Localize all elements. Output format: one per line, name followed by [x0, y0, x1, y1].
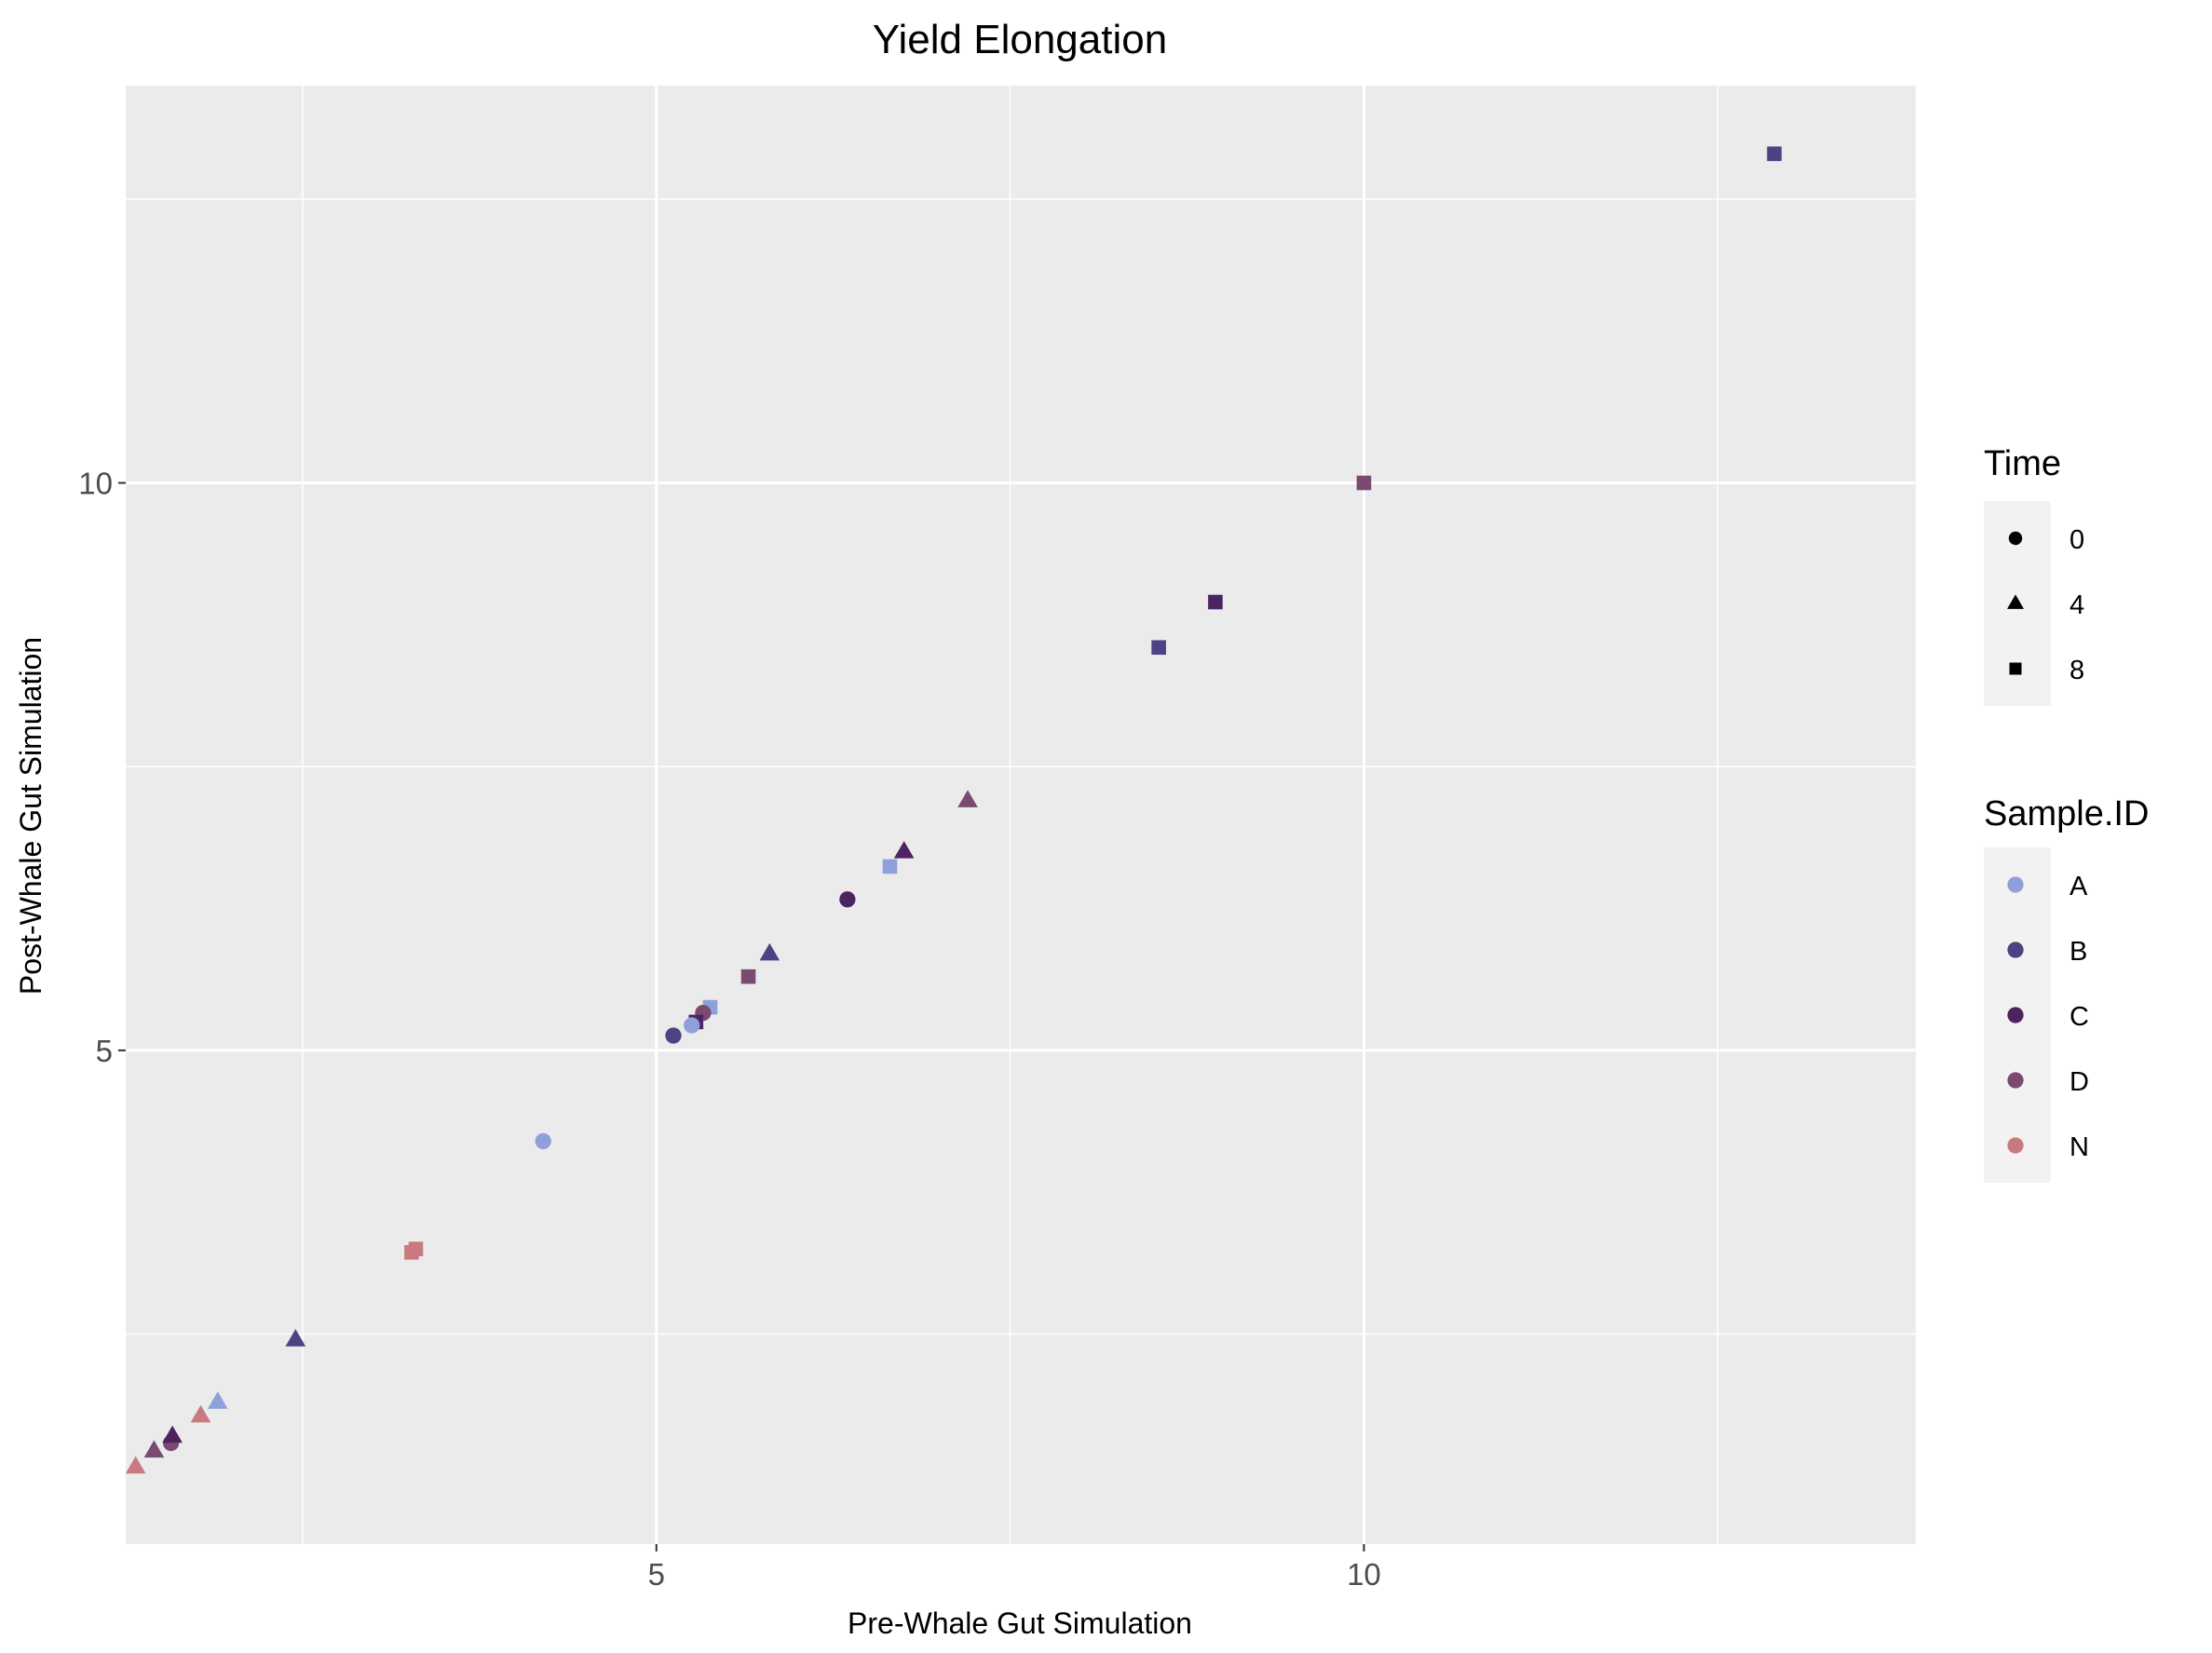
legend-key-color	[2007, 876, 2024, 893]
x-axis-ticks: 5 10	[648, 1544, 1381, 1592]
legend-title: Sample.ID	[1984, 794, 2149, 833]
chart-title: Yield Elongation	[873, 17, 1167, 62]
data-point	[125, 1456, 146, 1474]
data-point	[143, 1440, 165, 1458]
y-tick-label: 10	[78, 467, 113, 501]
legend-key-color	[2007, 942, 2024, 958]
legend-label: N	[2070, 1132, 2089, 1162]
data-point	[882, 859, 898, 874]
legend-title: Time	[1984, 444, 2061, 483]
data-point	[162, 1425, 183, 1443]
data-point	[1208, 594, 1223, 610]
x-axis-label: Pre-Whale Gut Simulation	[848, 1606, 1192, 1640]
plot-panel	[125, 86, 1916, 1544]
data-point	[893, 841, 915, 859]
x-tick-label: 5	[648, 1557, 665, 1592]
data-point	[957, 790, 978, 807]
panel-background	[126, 86, 1916, 1544]
data-point	[535, 1132, 551, 1150]
data-point	[759, 942, 780, 961]
data-point	[665, 1027, 682, 1044]
data-point	[207, 1391, 228, 1409]
data-point	[190, 1404, 211, 1423]
data-points	[125, 146, 1782, 1474]
data-point	[1151, 640, 1166, 656]
legends: Time 0 4 8 Sample.ID A B C D N	[1984, 444, 2149, 1183]
data-point	[740, 969, 756, 984]
legend-key-square	[2009, 662, 2022, 675]
data-point	[684, 1017, 700, 1034]
y-tick-label: 5	[96, 1034, 113, 1068]
minor-gridlines	[126, 86, 1916, 1544]
legend-key-color	[2007, 1137, 2024, 1154]
x-tick-label: 10	[1347, 1557, 1381, 1592]
legend-label: 8	[2070, 656, 2084, 685]
major-gridlines	[126, 86, 1916, 1544]
legend-key-circle	[2008, 531, 2023, 546]
legend-label: C	[2070, 1002, 2089, 1032]
data-point	[285, 1329, 306, 1347]
y-axis-ticks: 5 10	[78, 467, 126, 1068]
legend-key-triangle	[2007, 594, 2024, 609]
legend-label: A	[2070, 872, 2088, 901]
legend-label: 0	[2070, 525, 2084, 555]
data-point	[1767, 146, 1782, 161]
legend-label: B	[2070, 937, 2087, 967]
data-point	[1356, 475, 1372, 491]
legend-key-color	[2007, 1072, 2024, 1089]
data-point	[839, 891, 856, 908]
legend-label: 4	[2070, 590, 2084, 620]
legend-key-color	[2007, 1007, 2024, 1023]
data-point	[404, 1245, 419, 1260]
legend-label: D	[2070, 1067, 2089, 1097]
y-axis-label: Post-Whale Gut Simulation	[14, 637, 47, 995]
